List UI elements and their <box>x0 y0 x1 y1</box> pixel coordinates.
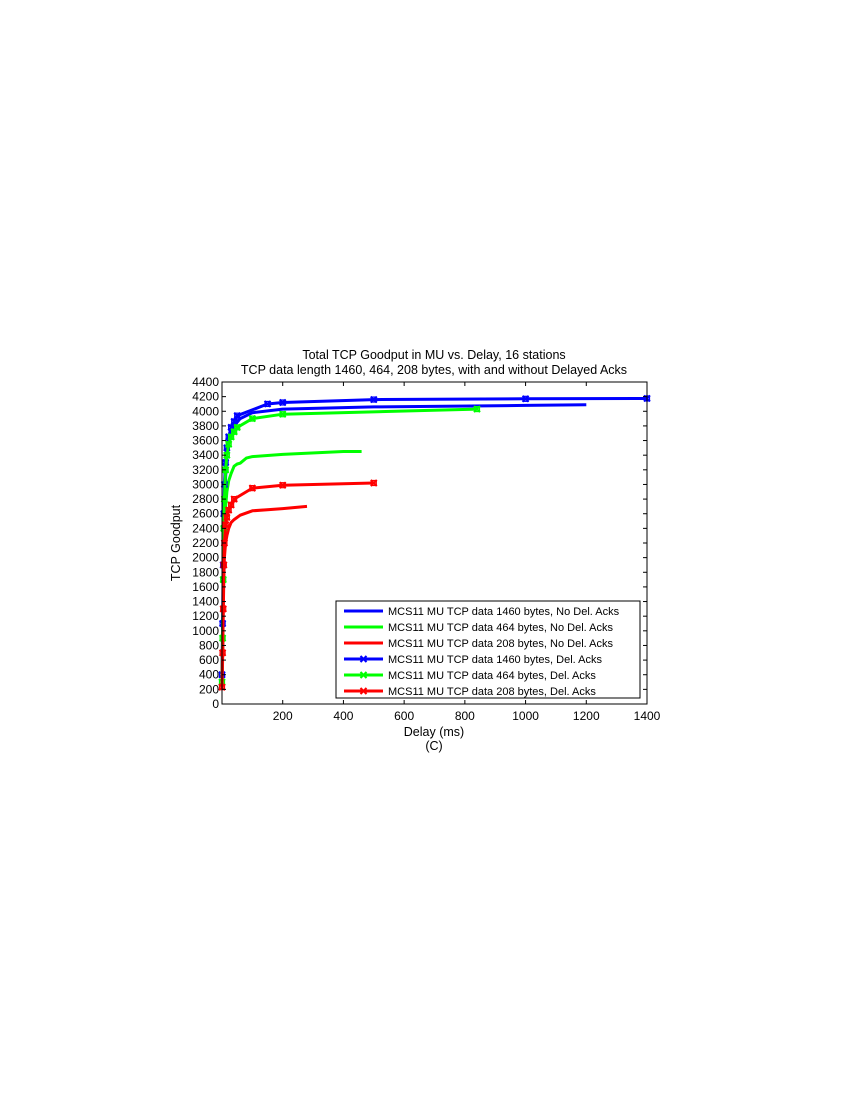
y-tick-label: 600 <box>199 653 219 667</box>
y-tick-label: 4200 <box>192 390 219 404</box>
y-tick-label: 0 <box>212 697 219 711</box>
x-tick-label: 200 <box>273 709 293 723</box>
chart-title: Total TCP Goodput in MU vs. Delay, 16 st… <box>302 348 565 362</box>
series-5-point <box>473 405 481 413</box>
series-6-point <box>230 495 238 503</box>
x-axis-ticks: 200 400 600 800 1000 1200 1400 <box>273 382 661 723</box>
y-tick-label: 3800 <box>192 419 219 433</box>
series-5-point <box>227 433 235 441</box>
legend-entry-5: MCS11 MU TCP data 464 bytes, Del. Acks <box>344 670 596 682</box>
x-axis-label: Delay (ms) <box>404 725 464 739</box>
chart-subtitle: TCP data length 1460, 464, 208 bytes, wi… <box>241 363 627 377</box>
legend-label: MCS11 MU TCP data 1460 bytes, Del. Acks <box>388 654 602 666</box>
legend-entry-6: MCS11 MU TCP data 208 bytes, Del. Acks <box>344 686 596 698</box>
y-tick-label: 2400 <box>192 521 219 535</box>
series-6-point <box>370 479 378 487</box>
y-tick-label: 1200 <box>192 609 219 623</box>
y-tick-label: 4400 <box>192 375 219 389</box>
legend-label: MCS11 MU TCP data 208 bytes, No Del. Ack… <box>388 638 613 650</box>
x-tick-label: 1200 <box>573 709 600 723</box>
x-tick-label: 1000 <box>512 709 539 723</box>
y-tick-label: 2200 <box>192 536 219 550</box>
y-tick-label: 1800 <box>192 565 219 579</box>
series-6-point <box>248 484 257 492</box>
y-tick-label: 800 <box>199 638 219 652</box>
x-tick-label: 400 <box>333 709 353 723</box>
x-tick-label: 1400 <box>634 709 661 723</box>
legend-label: MCS11 MU TCP data 464 bytes, No Del. Ack… <box>388 622 613 634</box>
series-4-point <box>370 395 378 404</box>
series-4-point <box>233 411 241 420</box>
y-tick-label: 400 <box>199 668 219 682</box>
series-6-point <box>223 513 231 522</box>
series-line-3 <box>220 504 308 690</box>
y-tick-label: 1600 <box>192 580 219 594</box>
series-6-point <box>219 605 227 613</box>
series-4-point <box>279 398 287 407</box>
series-6-point <box>227 501 235 509</box>
series-5-point <box>223 451 231 459</box>
legend-label: MCS11 MU TCP data 464 bytes, Del. Acks <box>388 670 596 682</box>
y-tick-label: 3600 <box>192 434 219 448</box>
y-tick-label: 3200 <box>192 463 219 477</box>
legend-entry-1: MCS11 MU TCP data 1460 bytes, No Del. Ac… <box>344 606 620 618</box>
chart-caption: (C) <box>425 739 442 753</box>
series-5-point <box>224 440 233 448</box>
legend-box <box>335 600 641 699</box>
series-6-point <box>221 520 230 529</box>
y-tick-label: 3000 <box>192 477 219 491</box>
x-tick-label: 600 <box>394 709 414 723</box>
legend-entry-2: MCS11 MU TCP data 464 bytes, No Del. Ack… <box>344 622 613 634</box>
y-tick-label: 2600 <box>192 507 219 521</box>
y-tick-label: 2800 <box>192 492 219 506</box>
y-tick-label: 1000 <box>192 624 219 638</box>
y-axis-label: TCP Goodput <box>169 504 183 581</box>
y-tick-label: 4000 <box>192 404 219 418</box>
series-6-point <box>224 506 233 514</box>
legend-label: MCS11 MU TCP data 208 bytes, Del. Acks <box>388 686 596 698</box>
series-5-point <box>279 410 287 418</box>
y-tick-label: 3400 <box>192 448 219 462</box>
series-5-point <box>248 414 257 423</box>
series-4-point <box>263 400 272 408</box>
legend-entry-3: MCS11 MU TCP data 208 bytes, No Del. Ack… <box>344 638 613 650</box>
series-4-point <box>230 417 238 426</box>
x-tick-label: 800 <box>455 709 475 723</box>
series-5-point <box>233 423 241 432</box>
legend-entry-4: MCS11 MU TCP data 1460 bytes, Del. Acks <box>344 654 602 666</box>
series-4-point <box>521 395 530 403</box>
y-tick-label: 200 <box>199 682 219 696</box>
y-axis-ticks: 0200400600800100012001400160018002000220… <box>192 375 647 711</box>
y-tick-label: 1400 <box>192 595 219 609</box>
series-6-point <box>218 649 227 657</box>
legend-label: MCS11 MU TCP data 1460 bytes, No Del. Ac… <box>388 606 620 618</box>
legend: MCS11 MU TCP data 1460 bytes, No Del. Ac… <box>335 600 641 699</box>
series-6-point <box>279 481 287 489</box>
y-tick-label: 2000 <box>192 551 219 565</box>
plot-area-frame <box>221 381 648 705</box>
